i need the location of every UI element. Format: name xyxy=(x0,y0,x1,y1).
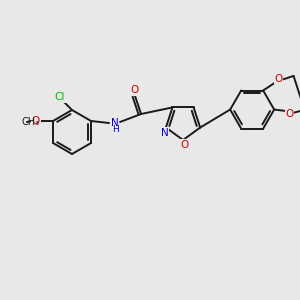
Text: O: O xyxy=(130,85,138,95)
Text: H: H xyxy=(112,125,118,134)
Text: O: O xyxy=(285,109,294,119)
Text: N: N xyxy=(111,118,119,128)
Text: CH₃: CH₃ xyxy=(22,117,40,127)
Text: O: O xyxy=(180,140,188,150)
Text: O: O xyxy=(274,74,283,84)
Text: N: N xyxy=(161,128,169,138)
Text: O: O xyxy=(32,116,40,126)
Text: Cl: Cl xyxy=(55,92,65,102)
